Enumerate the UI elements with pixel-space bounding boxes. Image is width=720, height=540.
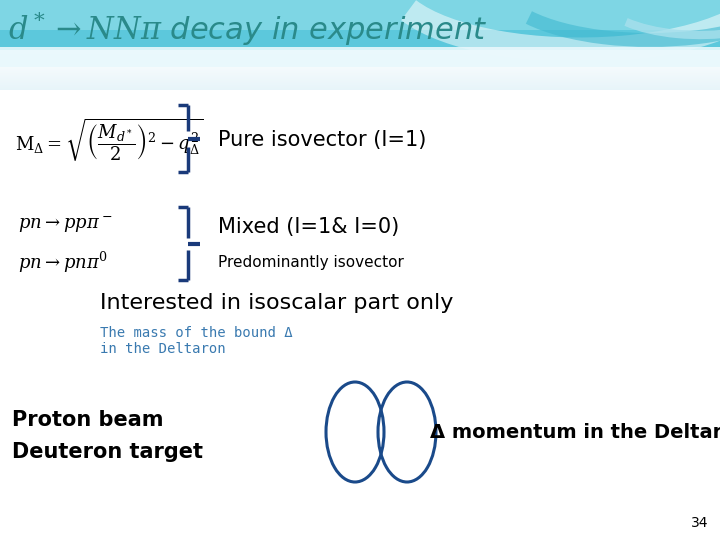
Text: The mass of the bound Δ: The mass of the bound Δ (100, 326, 292, 340)
Bar (0, 62, 720, 63)
Bar (0, 70, 720, 71)
Bar (0, 72, 720, 73)
Bar (0, 80, 720, 81)
Text: $pn \rightarrow pp\pi^-$: $pn \rightarrow pp\pi^-$ (18, 215, 112, 235)
Bar (0, 87, 720, 88)
Bar (0, 63, 720, 64)
Text: Pure isovector (I=1): Pure isovector (I=1) (218, 130, 426, 150)
Bar (0, 56, 720, 57)
Bar (0, 74, 720, 75)
Bar (0, 64, 720, 65)
Bar (0, 58, 720, 59)
Bar (0, 50, 720, 60)
Text: Mixed (I=1& I=0): Mixed (I=1& I=0) (218, 217, 400, 237)
Bar (0, 89, 720, 90)
Text: Δ momentum in the Deltaron: Δ momentum in the Deltaron (430, 422, 720, 442)
Bar (0, 73, 720, 74)
Bar (0, 79, 720, 80)
Text: $pn \rightarrow pn\pi^0$: $pn \rightarrow pn\pi^0$ (18, 249, 108, 275)
Bar (0, 53, 720, 54)
Text: 34: 34 (690, 516, 708, 530)
Text: in the Deltaron: in the Deltaron (100, 342, 225, 356)
Bar (0, 50, 720, 51)
Bar (0, 54, 720, 55)
Bar (0, 0, 720, 30)
Bar (0, 75, 720, 76)
Bar (0, 81, 720, 82)
Bar (0, 0, 720, 50)
Bar (0, 55, 720, 56)
Bar (0, 76, 720, 77)
Bar (0, 51, 720, 52)
Bar (0, 77, 720, 78)
Bar (0, 66, 720, 67)
Bar (0, 84, 720, 85)
Bar (0, 57, 720, 58)
Bar (0, 78, 720, 79)
Bar (0, 71, 720, 72)
Bar (0, 59, 720, 60)
Text: $d^* \rightarrow NN\pi$ decay in experiment: $d^* \rightarrow NN\pi$ decay in experim… (8, 10, 487, 49)
Text: $\mathrm{M}_{\Delta} = \sqrt{\left(\dfrac{M_{d^*}}{2}\right)^2 - q_{\Delta}^2}$: $\mathrm{M}_{\Delta} = \sqrt{\left(\dfra… (15, 117, 203, 164)
Bar (0, 68, 720, 69)
Bar (0, 69, 720, 70)
Bar (0, 67, 720, 68)
Text: Predominantly isovector: Predominantly isovector (218, 254, 404, 269)
Text: Interested in isoscalar part only: Interested in isoscalar part only (100, 293, 454, 313)
Bar (0, 65, 720, 66)
Bar (0, 52, 720, 53)
Bar (0, 82, 720, 83)
Bar (0, 0, 720, 50)
Bar (0, 60, 720, 61)
Text: Deuteron target: Deuteron target (12, 442, 203, 462)
Bar (0, 85, 720, 86)
Bar (0, 47, 720, 67)
Bar (0, 83, 720, 84)
Bar (0, 86, 720, 87)
Bar (0, 88, 720, 89)
Text: Proton beam: Proton beam (12, 410, 163, 430)
Bar (0, 61, 720, 62)
